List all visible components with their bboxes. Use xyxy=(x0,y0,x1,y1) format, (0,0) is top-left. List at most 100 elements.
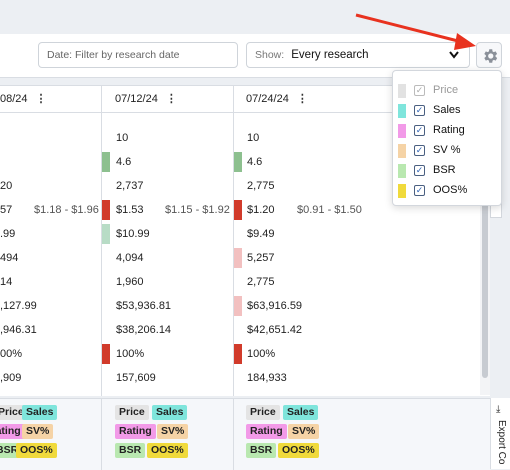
show-select-value: Every research xyxy=(291,49,369,61)
table-cell: $10.99 xyxy=(116,228,150,240)
column-header[interactable]: 08/24 ⋮ xyxy=(0,86,47,112)
menu-item-label: SV % xyxy=(433,144,461,156)
checkbox-price: ✓ xyxy=(414,85,425,96)
table-cell: ,127.99 xyxy=(0,300,37,312)
table-cell: ,909 xyxy=(0,372,22,384)
menu-item-bsr[interactable]: ✓ BSR xyxy=(393,161,501,181)
checkbox-sv[interactable]: ✓ xyxy=(414,145,425,156)
chip-sales[interactable]: Sales xyxy=(283,405,319,420)
chip-price[interactable]: Price xyxy=(115,405,149,420)
column-divider xyxy=(101,399,102,470)
table-cell: $1.53 xyxy=(116,204,144,216)
table-cell: 1,960 xyxy=(116,276,144,288)
chip-sv[interactable]: SV% xyxy=(288,424,320,439)
chevron-down-icon xyxy=(449,43,459,76)
trend-mark xyxy=(234,152,242,172)
chip-sales[interactable]: Sales xyxy=(22,405,58,420)
table-cell: 4,094 xyxy=(116,252,144,264)
chip-sv[interactable]: SV% xyxy=(22,424,54,439)
table-cell: .99 xyxy=(0,228,16,240)
chip-sv[interactable]: SV% xyxy=(157,424,189,439)
checkbox-oos[interactable]: ✓ xyxy=(414,185,425,196)
trend-mark xyxy=(234,248,242,268)
export-label: Export Co xyxy=(496,420,507,465)
export-tab[interactable]: ⤓ Export Co xyxy=(490,398,510,469)
metrics-settings-popover: ✓ Price ✓ Sales ✓ Rating ✓ SV % ✓ BSR ✓ … xyxy=(392,70,502,206)
chip-bsr[interactable]: BSR xyxy=(246,443,277,458)
menu-item-price: ✓ Price xyxy=(393,81,501,101)
trend-mark xyxy=(234,296,242,316)
menu-item-sv[interactable]: ✓ SV % xyxy=(393,141,501,161)
scrollbar-thumb[interactable] xyxy=(482,96,488,378)
header-divider xyxy=(0,112,480,113)
table-cell: 4.6 xyxy=(116,156,132,168)
settings-button[interactable] xyxy=(476,42,502,68)
kebab-menu-icon[interactable]: ⋮ xyxy=(296,93,308,105)
kebab-menu-icon[interactable]: ⋮ xyxy=(35,93,47,105)
checkbox-rating[interactable]: ✓ xyxy=(414,125,425,136)
chip-rating[interactable]: Rating xyxy=(115,424,156,439)
annotation-arrow xyxy=(355,13,476,50)
metric-chip-area: Price Sales Rating SV% BSR OOS% Price Sa… xyxy=(0,398,490,470)
show-select[interactable]: Show: Every research xyxy=(246,42,470,68)
menu-item-label: Price xyxy=(433,84,459,96)
trend-mark xyxy=(234,344,242,364)
table-cell: 10 xyxy=(116,132,129,144)
chip-bsr[interactable]: BSR xyxy=(115,443,146,458)
column-header[interactable]: 07/24/24 ⋮ xyxy=(246,86,308,112)
download-icon: ⤓ xyxy=(496,404,501,415)
chip-oos[interactable]: OOS% xyxy=(147,443,188,458)
chip-rating[interactable]: Rating xyxy=(246,424,287,439)
column-divider xyxy=(233,399,234,470)
color-swatch xyxy=(398,164,406,178)
column-date: 08/24 xyxy=(0,93,28,105)
table-cell: $38,206.14 xyxy=(116,324,172,336)
checkbox-bsr[interactable]: ✓ xyxy=(414,165,425,176)
column-divider xyxy=(233,86,234,396)
table-cell: 57 xyxy=(0,204,13,216)
table-cell: 100% xyxy=(116,348,145,360)
table-cell: 5,257 xyxy=(247,252,275,264)
table-cell: 2,775 xyxy=(247,180,275,192)
table-cell: $63,916.59 xyxy=(247,300,303,312)
chip-oos[interactable]: OOS% xyxy=(16,443,57,458)
chip-price[interactable]: Price xyxy=(0,405,28,420)
column-date: 07/24/24 xyxy=(246,93,289,105)
menu-item-sales[interactable]: ✓ Sales xyxy=(393,101,501,121)
table-cell: 184,933 xyxy=(247,372,287,384)
table-cell: $53,936.81 xyxy=(116,300,172,312)
color-swatch xyxy=(398,144,406,158)
date-filter-input[interactable]: Date: Filter by research date xyxy=(38,42,238,68)
table-cell: $9.49 xyxy=(247,228,275,240)
table-cell: $1.20 xyxy=(247,204,275,216)
chip-sales[interactable]: Sales xyxy=(152,405,188,420)
color-swatch xyxy=(398,104,406,118)
trend-mark xyxy=(102,200,110,220)
gear-icon xyxy=(484,49,498,63)
table-cell: 10 xyxy=(247,132,260,144)
table-cell: 494 xyxy=(0,252,19,264)
chip-oos[interactable]: OOS% xyxy=(278,443,319,458)
table-cell: 2,737 xyxy=(116,180,144,192)
menu-item-label: Sales xyxy=(433,104,461,116)
table-cell: $42,651.42 xyxy=(247,324,303,336)
column-divider xyxy=(101,86,102,396)
column-header[interactable]: 07/12/24 ⋮ xyxy=(115,86,177,112)
chip-price[interactable]: Price xyxy=(246,405,280,420)
menu-item-label: OOS% xyxy=(433,184,468,196)
kebab-menu-icon[interactable]: ⋮ xyxy=(165,93,177,105)
trend-mark xyxy=(102,152,110,172)
menu-item-rating[interactable]: ✓ Rating xyxy=(393,121,501,141)
show-select-label: Show: xyxy=(255,49,285,61)
top-background xyxy=(0,0,510,34)
checkbox-sales[interactable]: ✓ xyxy=(414,105,425,116)
color-swatch xyxy=(398,184,406,198)
chip-rating[interactable]: Rating xyxy=(0,424,25,439)
menu-item-label: BSR xyxy=(433,164,456,176)
menu-item-oos[interactable]: ✓ OOS% xyxy=(393,181,501,201)
trend-mark xyxy=(102,224,110,244)
table-cell: 20 xyxy=(0,180,13,192)
table-cell: 00% xyxy=(0,348,23,360)
trend-mark xyxy=(102,344,110,364)
price-range: $1.15 - $1.92 xyxy=(165,204,230,216)
